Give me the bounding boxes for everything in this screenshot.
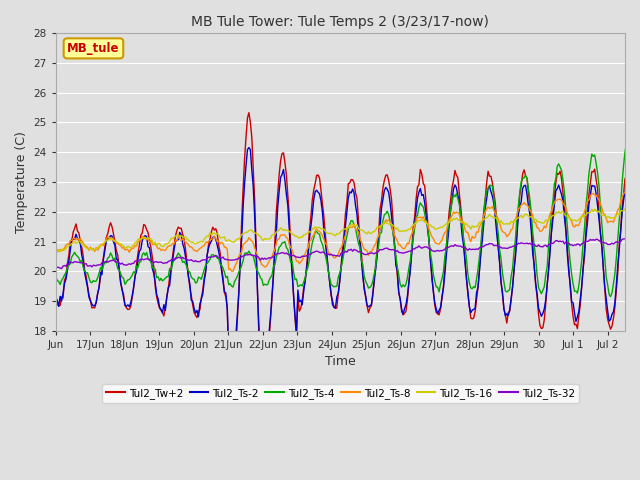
Tul2_Ts-2 (250, 183, 257, 189)
Tul2_Ts-8 (229, 268, 237, 274)
Tul2_Ts-32 (580, 239, 588, 245)
Tul2_Ts-8 (465, 235, 473, 241)
Tul2_Ts-4 (481, 197, 489, 203)
Tul2_Ts-16 (229, 240, 237, 245)
Tul2_Ts-32 (229, 257, 237, 263)
Tul2_Tw+2 (639, 320, 640, 326)
Title: MB Tule Tower: Tule Temps 2 (3/23/17-now): MB Tule Tower: Tule Temps 2 (3/23/17-now… (191, 15, 490, 29)
Tul2_Ts-4 (639, 283, 640, 288)
X-axis label: Time: Time (325, 356, 356, 369)
Tul2_Tw+2 (582, 225, 590, 230)
Tul2_Ts-8 (580, 209, 588, 215)
Tul2_Ts-2 (467, 310, 475, 315)
Line: Tul2_Ts-16: Tul2_Ts-16 (56, 207, 640, 252)
Tul2_Ts-16 (623, 204, 630, 210)
Tul2_Ts-4 (378, 230, 385, 236)
Tul2_Tw+2 (250, 166, 257, 171)
Tul2_Ts-8 (228, 268, 236, 274)
Tul2_Ts-16 (465, 223, 473, 229)
Tul2_Ts-4 (52, 274, 60, 280)
Tul2_Ts-32 (52, 265, 60, 271)
Tul2_Tw+2 (258, 416, 266, 422)
Tul2_Ts-32 (250, 252, 257, 258)
Tul2_Ts-4 (248, 252, 255, 258)
Line: Tul2_Ts-2: Tul2_Ts-2 (56, 147, 640, 401)
Tul2_Tw+2 (228, 378, 236, 384)
Y-axis label: Temperature (C): Temperature (C) (15, 131, 28, 233)
Tul2_Ts-2 (582, 233, 590, 239)
Tul2_Ts-2 (258, 398, 266, 404)
Tul2_Ts-16 (250, 229, 257, 235)
Line: Tul2_Ts-32: Tul2_Ts-32 (56, 238, 640, 269)
Tul2_Ts-4 (579, 240, 587, 245)
Tul2_Ts-2 (245, 144, 253, 150)
Tul2_Ts-2 (484, 186, 492, 192)
Tul2_Ts-32 (639, 240, 640, 246)
Tul2_Ts-16 (483, 215, 490, 221)
Tul2_Ts-2 (52, 295, 60, 301)
Tul2_Ts-16 (379, 221, 387, 227)
Tul2_Ts-16 (52, 248, 60, 254)
Tul2_Ts-16 (580, 213, 588, 219)
Tul2_Ts-8 (639, 213, 640, 218)
Tul2_Tw+2 (484, 168, 492, 174)
Tul2_Ts-8 (379, 221, 387, 227)
Tul2_Ts-32 (483, 241, 490, 247)
Tul2_Tw+2 (245, 110, 253, 116)
Tul2_Ts-32 (465, 246, 473, 252)
Tul2_Ts-2 (381, 188, 388, 193)
Tul2_Ts-32 (627, 235, 635, 241)
Tul2_Ts-16 (53, 249, 61, 255)
Tul2_Ts-4 (228, 283, 236, 289)
Text: MB_tule: MB_tule (67, 42, 120, 55)
Tul2_Tw+2 (381, 178, 388, 183)
Line: Tul2_Tw+2: Tul2_Tw+2 (56, 113, 640, 419)
Tul2_Ts-8 (250, 240, 257, 246)
Line: Tul2_Ts-4: Tul2_Ts-4 (56, 143, 640, 297)
Tul2_Ts-2 (228, 362, 236, 368)
Tul2_Ts-8 (52, 247, 60, 252)
Tul2_Ts-32 (379, 247, 387, 252)
Tul2_Ts-4 (624, 140, 632, 146)
Tul2_Ts-16 (639, 214, 640, 220)
Tul2_Ts-2 (639, 312, 640, 318)
Line: Tul2_Ts-8: Tul2_Ts-8 (56, 189, 640, 271)
Tul2_Ts-4 (464, 272, 472, 277)
Tul2_Ts-8 (624, 186, 632, 192)
Tul2_Tw+2 (52, 292, 60, 298)
Tul2_Ts-8 (483, 206, 490, 212)
Legend: Tul2_Tw+2, Tul2_Ts-2, Tul2_Ts-4, Tul2_Ts-8, Tul2_Ts-16, Tul2_Ts-32: Tul2_Tw+2, Tul2_Ts-2, Tul2_Ts-4, Tul2_Ts… (102, 384, 579, 403)
Tul2_Ts-32 (58, 266, 65, 272)
Tul2_Tw+2 (467, 315, 475, 321)
Tul2_Ts-4 (607, 294, 614, 300)
